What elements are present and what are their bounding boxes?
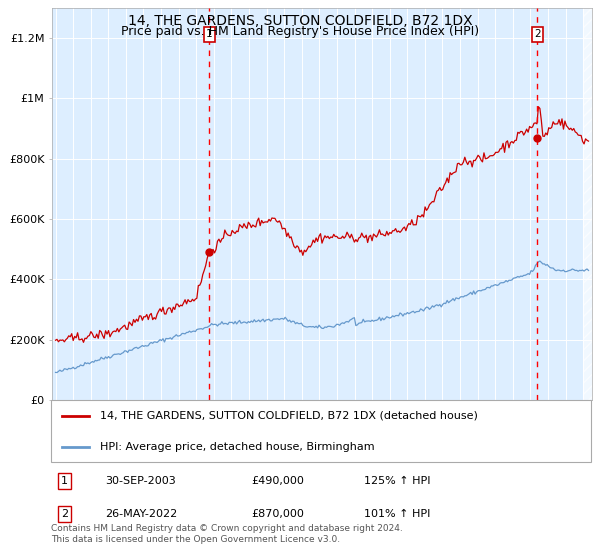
Text: £870,000: £870,000 bbox=[251, 508, 304, 519]
Bar bbox=[583, 8, 600, 400]
Text: 14, THE GARDENS, SUTTON COLDFIELD, B72 1DX: 14, THE GARDENS, SUTTON COLDFIELD, B72 1… bbox=[128, 14, 472, 28]
Text: 30-SEP-2003: 30-SEP-2003 bbox=[105, 476, 176, 486]
Text: £490,000: £490,000 bbox=[251, 476, 304, 486]
Text: 1: 1 bbox=[61, 476, 68, 486]
Text: 125% ↑ HPI: 125% ↑ HPI bbox=[364, 476, 431, 486]
Text: HPI: Average price, detached house, Birmingham: HPI: Average price, detached house, Birm… bbox=[100, 441, 374, 451]
Text: 101% ↑ HPI: 101% ↑ HPI bbox=[364, 508, 431, 519]
Text: 1: 1 bbox=[206, 29, 213, 39]
Text: 2: 2 bbox=[534, 29, 541, 39]
Text: 14, THE GARDENS, SUTTON COLDFIELD, B72 1DX (detached house): 14, THE GARDENS, SUTTON COLDFIELD, B72 1… bbox=[100, 410, 478, 421]
Text: Contains HM Land Registry data © Crown copyright and database right 2024.
This d: Contains HM Land Registry data © Crown c… bbox=[51, 524, 403, 544]
FancyBboxPatch shape bbox=[51, 400, 591, 462]
Text: Price paid vs. HM Land Registry's House Price Index (HPI): Price paid vs. HM Land Registry's House … bbox=[121, 25, 479, 38]
Text: 2: 2 bbox=[61, 508, 68, 519]
Text: 26-MAY-2022: 26-MAY-2022 bbox=[105, 508, 177, 519]
